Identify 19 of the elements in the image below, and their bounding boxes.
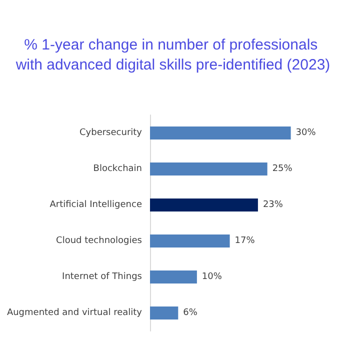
y-tick-label: Cloud technologies bbox=[56, 236, 142, 246]
data-label: 30% bbox=[296, 128, 316, 138]
bar bbox=[150, 198, 258, 212]
bar bbox=[150, 306, 178, 320]
y-tick-label: Cybersecurity bbox=[80, 128, 143, 138]
data-label: 23% bbox=[262, 200, 284, 210]
data-label: 25% bbox=[272, 164, 293, 174]
y-tick-label: Internet of Things bbox=[62, 272, 142, 282]
bar bbox=[150, 126, 291, 140]
y-tick-label: Augmented and virtual reality bbox=[6, 308, 143, 318]
bar bbox=[150, 162, 268, 176]
y-tick-label: Blockchain bbox=[93, 164, 142, 174]
data-label: 17% bbox=[234, 236, 256, 246]
chart-title: % 1-year change in number of professionals with advanced digital skills pre-identified (2023) bbox=[14, 36, 330, 74]
bar bbox=[150, 234, 230, 248]
data-label: 10% bbox=[202, 272, 222, 282]
data-label: 6% bbox=[183, 308, 198, 318]
y-tick-label: Artificial Intelligence bbox=[50, 200, 142, 210]
bar bbox=[150, 270, 197, 284]
